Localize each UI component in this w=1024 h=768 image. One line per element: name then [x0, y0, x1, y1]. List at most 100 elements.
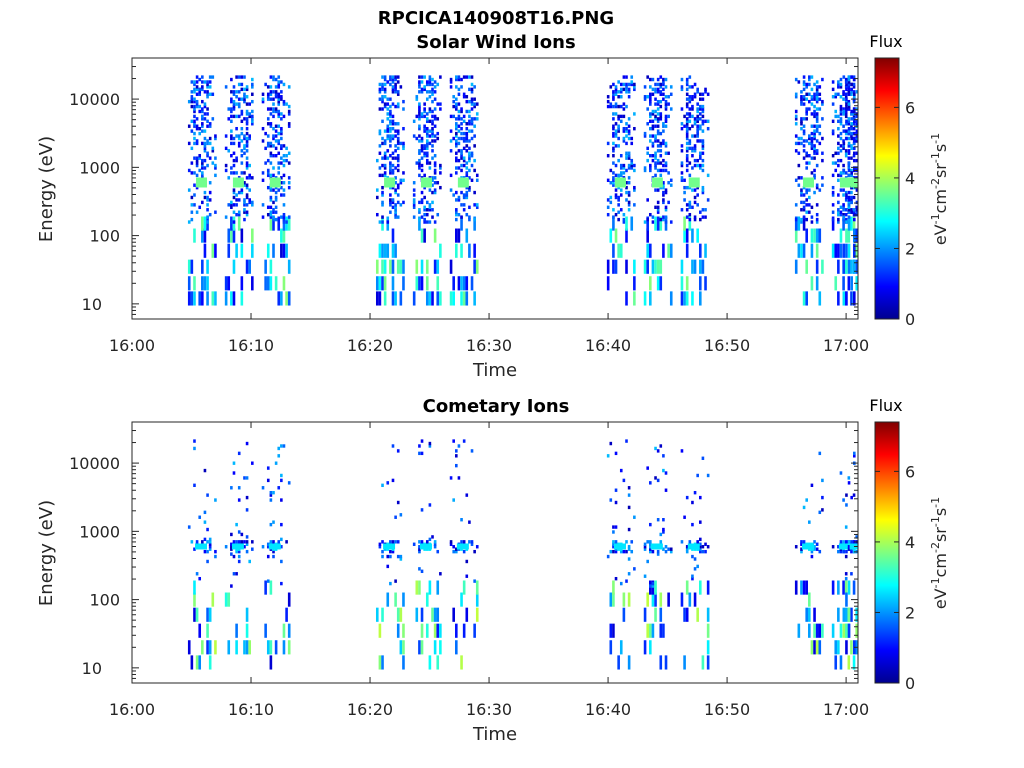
flux-cell	[285, 102, 288, 106]
flux-cell	[808, 92, 811, 96]
flux-cell	[847, 107, 851, 111]
flux-cell	[251, 228, 254, 243]
flux-cell	[667, 243, 670, 258]
flux-cell	[656, 168, 660, 173]
flux-cell	[237, 102, 241, 106]
flux-cell	[245, 540, 249, 544]
flux-cell	[193, 136, 196, 141]
flux-cell	[861, 85, 864, 88]
flux-cell	[706, 623, 710, 638]
flux-cell	[839, 228, 843, 243]
flux-cell	[701, 97, 705, 101]
flux-cell	[230, 134, 233, 138]
flux-cell	[245, 183, 249, 187]
flux-cell	[813, 149, 816, 153]
flux-cell	[858, 112, 861, 115]
flux-cell	[193, 109, 196, 114]
flux-cell	[704, 87, 707, 92]
flux-cell	[211, 92, 215, 96]
flux-cell	[240, 75, 244, 79]
flux-cell	[834, 95, 838, 99]
flux-cell	[831, 185, 835, 190]
flux-cell	[696, 473, 699, 478]
flux-cell	[396, 158, 400, 163]
flux-cell	[462, 158, 466, 163]
flux-cell	[211, 291, 215, 306]
flux-cell	[431, 149, 434, 153]
flux-cell	[269, 215, 273, 219]
flux-cell	[656, 144, 660, 148]
spectrogram-data	[187, 75, 864, 306]
flux-cell	[201, 171, 204, 175]
flux-cell	[813, 144, 816, 148]
flux-cell	[855, 122, 858, 126]
flux-cell	[206, 141, 209, 146]
flux-cell	[245, 495, 249, 500]
flux-cell	[625, 122, 628, 126]
flux-cell	[433, 640, 437, 655]
flux-cell	[245, 131, 249, 136]
flux-cell	[612, 623, 615, 638]
flux-cell	[468, 114, 471, 119]
flux-cell	[685, 185, 689, 190]
flux-cell	[810, 139, 814, 143]
flux-cell	[420, 146, 424, 151]
flux-cell	[460, 109, 463, 114]
flux-cell	[805, 139, 808, 143]
flux-cell	[863, 545, 866, 548]
flux-cell	[625, 156, 628, 160]
flux-cell	[649, 540, 652, 544]
flux-cell	[850, 126, 853, 131]
flux-cell	[861, 83, 864, 86]
flux-cell	[837, 82, 840, 87]
flux-cell	[391, 114, 395, 119]
flux-cell	[193, 90, 196, 94]
flux-cell	[237, 212, 241, 217]
flux-cell	[627, 166, 631, 170]
flux-cell	[706, 655, 710, 670]
flux-cell	[394, 291, 397, 306]
flux-cell	[847, 163, 851, 168]
flux-cell	[214, 163, 217, 168]
flux-cell	[420, 640, 424, 655]
flux-cell	[649, 154, 652, 158]
flux-cell	[248, 112, 251, 116]
flux-cell	[627, 136, 631, 141]
flux-cell	[473, 85, 476, 89]
flux-cell	[269, 580, 273, 595]
colorbar-gradient	[875, 58, 899, 319]
flux-cell	[622, 166, 626, 170]
flux-cell	[698, 126, 702, 131]
flux-cell	[193, 104, 196, 109]
flux-cell	[842, 498, 845, 502]
flux-cell	[425, 200, 429, 205]
flux-cell	[797, 243, 801, 258]
flux-cell	[698, 163, 702, 168]
flux-cell	[685, 203, 689, 207]
flux-cell	[813, 129, 816, 133]
flux-cell	[378, 97, 382, 101]
flux-cell	[203, 136, 207, 141]
flux-cell	[418, 90, 421, 94]
flux-cell	[436, 259, 440, 274]
colorbar-tick-label: 2	[905, 239, 915, 258]
flux-cell	[855, 134, 858, 138]
flux-cell	[818, 451, 822, 456]
flux-cell	[850, 572, 853, 576]
flux-cell	[383, 82, 387, 87]
flux-cell	[198, 291, 202, 306]
flux-cell	[457, 228, 461, 243]
flux-cell	[688, 112, 692, 116]
flux-cell	[272, 540, 275, 544]
flux-cell	[630, 161, 634, 165]
flux-cell	[680, 171, 684, 175]
flux-cell	[691, 205, 694, 210]
flux-cell	[285, 243, 288, 258]
flux-cell	[201, 276, 204, 291]
flux-cell	[391, 75, 395, 79]
flux-cell	[418, 547, 421, 551]
flux-cell	[428, 134, 432, 138]
flux-cell	[839, 77, 843, 82]
flux-cell	[659, 655, 663, 670]
flux-cell	[399, 554, 403, 559]
